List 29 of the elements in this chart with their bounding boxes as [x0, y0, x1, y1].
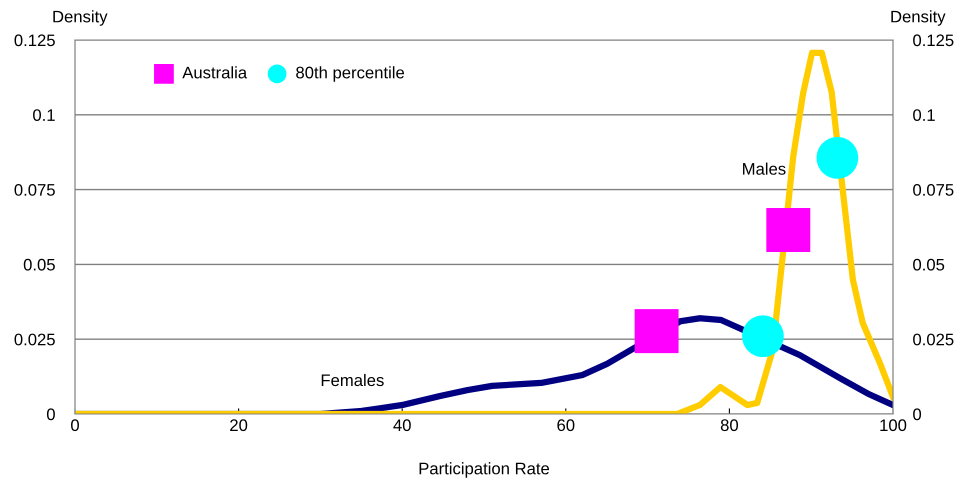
- legend-label: Australia: [182, 66, 248, 78]
- y2-tick-label: 0.1: [913, 109, 935, 122]
- y2-tick-label: 0.025: [913, 334, 954, 346]
- y2-axis-title: Density: [891, 10, 946, 26]
- y-tick-label: 0.075: [14, 184, 55, 196]
- y2-tick-label: 0.075: [913, 184, 954, 196]
- series-label: Females: [322, 374, 384, 386]
- x-tick-label: 100: [880, 419, 906, 432]
- x-tick-label: 0: [71, 419, 79, 432]
- y-tick-label: 0: [46, 408, 55, 420]
- y2-tick-label: 0: [913, 408, 922, 420]
- x-tick-label: 80: [720, 419, 738, 432]
- y-tick-label: 0.025: [14, 334, 55, 346]
- point: [634, 309, 679, 354]
- x-tick-label: 20: [230, 419, 248, 432]
- x-tick-label: 60: [557, 419, 574, 432]
- point: [766, 208, 810, 252]
- legend-label: 80th percentile: [296, 66, 404, 82]
- point: [742, 315, 784, 358]
- x-tick-label: 40: [393, 419, 411, 432]
- x-axis-title: Participation Rate: [420, 462, 550, 478]
- y-tick-label: 0.125: [14, 34, 55, 46]
- y-tick-label: 0.1: [33, 109, 55, 122]
- y-axis-title: Density: [53, 10, 108, 26]
- y2-tick-label: 0.05: [913, 258, 944, 271]
- series-label: Males: [743, 162, 786, 175]
- point: [816, 137, 858, 179]
- y-tick-label: 0.05: [24, 258, 55, 271]
- y2-tick-label: 0.125: [913, 34, 954, 46]
